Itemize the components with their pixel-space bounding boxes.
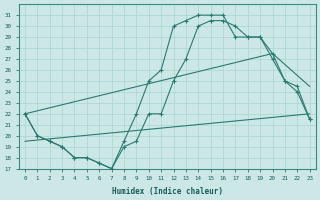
X-axis label: Humidex (Indice chaleur): Humidex (Indice chaleur) <box>112 187 223 196</box>
